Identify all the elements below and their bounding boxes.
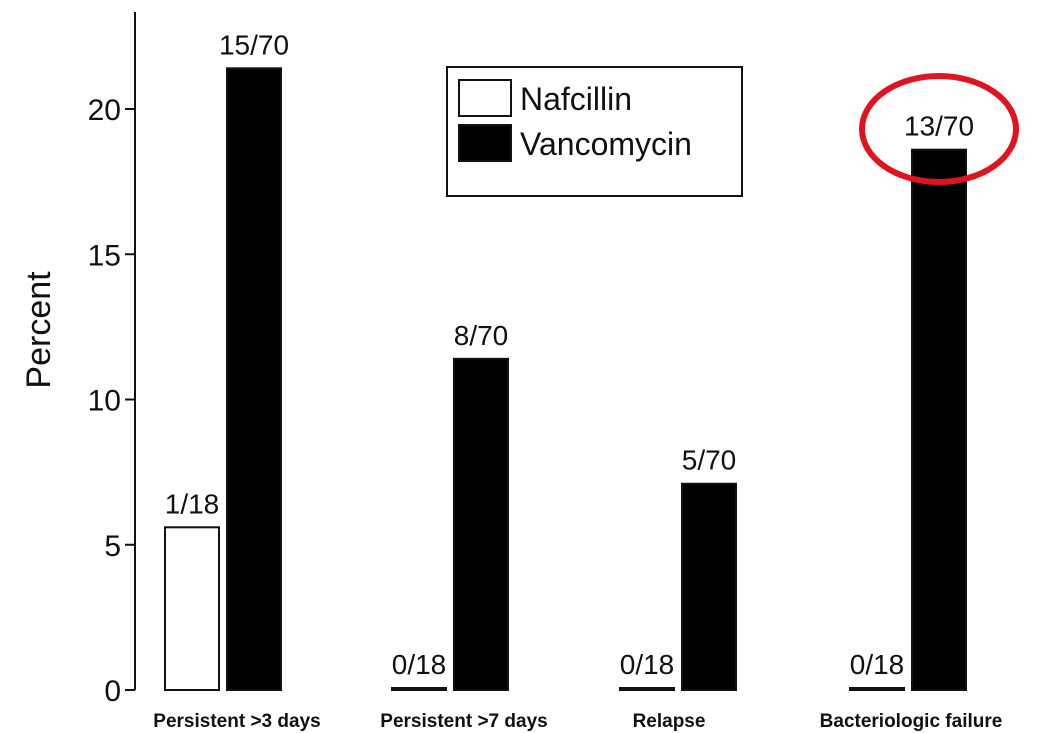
bar-vancomycin-4 [911,148,967,692]
legend-label-nafcillin: Nafcillin [520,81,632,117]
y-tick-label: 0 [104,675,121,708]
bar-vancomycin-3 [681,482,737,691]
bar-vancomycin-2 [453,357,509,691]
data-label-vancomycin-1: 15/70 [219,29,289,60]
data-label-nafcillin-4: 0/18 [850,649,905,680]
y-tick-label: 20 [88,94,121,127]
category-label-4: Bacteriologic failure [820,711,1003,732]
data-label-vancomycin-3: 5/70 [682,445,737,476]
bar-nafcillin-3 [619,687,675,691]
data-label-nafcillin-2: 0/18 [392,649,447,680]
bar-nafcillin-1 [164,526,220,691]
bar-vancomycin-1 [226,67,282,691]
bars: 1/18 0/18 0/18 0/18 15/70 8/70 5/70 13/70 [164,29,974,692]
legend-label-vancomycin: Vancomycin [520,126,692,162]
x-axis-labels: Persistent >3 days Persistent >7 days Rela… [153,711,1002,732]
data-label-nafcillin-3: 0/18 [620,649,675,680]
y-axis: 0 5 10 15 20 [88,12,136,708]
category-label-2: Persistent >7 days [380,711,547,732]
bar-nafcillin-2 [391,687,447,691]
highlight-ellipse [859,73,1019,185]
legend-swatch-vancomycin [458,124,512,162]
legend: Nafcillin Vancomycin [446,66,743,197]
highlight-annotation [859,73,1019,185]
category-label-1: Persistent >3 days [153,711,320,732]
y-axis-title: Percent [20,271,58,389]
legend-swatch-nafcillin [458,79,512,117]
data-label-vancomycin-4: 13/70 [904,111,974,142]
data-label-nafcillin-1: 1/18 [165,488,220,519]
y-tick-label: 15 [88,239,121,272]
data-label-vancomycin-2: 8/70 [454,320,509,351]
y-tick-label: 5 [104,530,121,563]
category-label-3: Relapse [633,711,706,732]
bar-nafcillin-4 [849,687,905,691]
y-tick-label: 10 [88,385,121,418]
